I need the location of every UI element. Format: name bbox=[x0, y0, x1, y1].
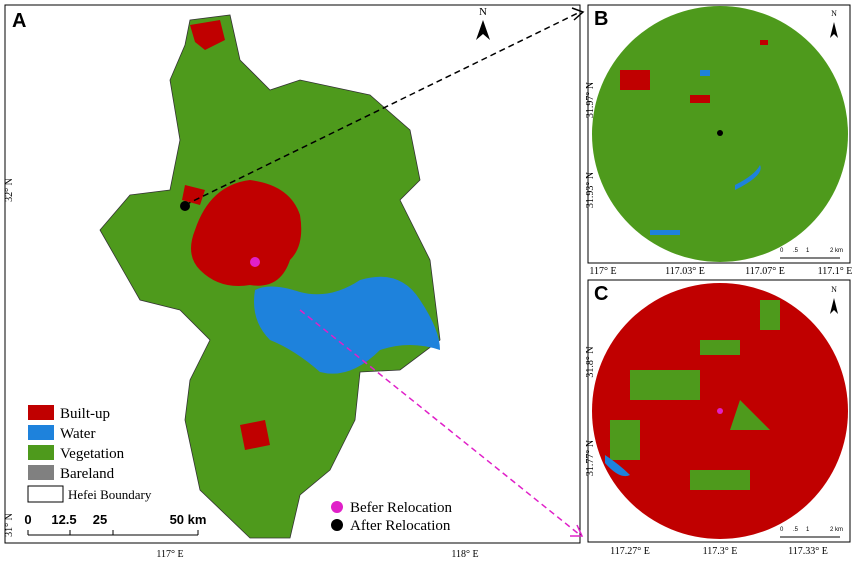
y-axis-label: 31.97° N bbox=[585, 82, 596, 118]
scale-label: 50 km bbox=[170, 512, 207, 527]
scale-label: 0 bbox=[780, 248, 784, 254]
before-point bbox=[717, 408, 723, 414]
y-axis-label: 31.77° N bbox=[585, 440, 596, 476]
north-arrow bbox=[476, 20, 490, 40]
x-axis-label: 117.3° E bbox=[703, 546, 738, 557]
point-label: Befer Relocation bbox=[350, 500, 453, 516]
legend-label: Built-up bbox=[60, 406, 110, 422]
north-arrow bbox=[830, 22, 838, 38]
y-axis-label: 31° N bbox=[4, 513, 15, 537]
before-point bbox=[250, 257, 260, 267]
point-label: After Relocation bbox=[350, 518, 451, 534]
north-label: N bbox=[479, 6, 487, 18]
point-swatch bbox=[331, 501, 343, 513]
after-point bbox=[717, 130, 723, 136]
built-up-patch bbox=[620, 40, 768, 103]
x-axis-label: 117.1° E bbox=[818, 266, 853, 277]
panel-label: A bbox=[12, 10, 26, 32]
scale-bar: 0 12.5 25 50 km bbox=[24, 512, 207, 536]
scale-label: 25 bbox=[93, 512, 107, 527]
y-axis-label: 32° N bbox=[4, 178, 15, 202]
legend: Built-up Water Vegetation Bareland Hefei… bbox=[27, 405, 152, 503]
scale-label: 0 bbox=[780, 527, 784, 533]
scale-line bbox=[27, 530, 199, 536]
scale-label: 2 km bbox=[830, 527, 843, 533]
x-axis-label: 117.03° E bbox=[665, 266, 705, 277]
x-axis-label: 117.33° E bbox=[788, 546, 828, 557]
panel-label: C bbox=[594, 283, 608, 305]
scale-label: .5 bbox=[793, 248, 799, 254]
legend-swatch bbox=[28, 445, 54, 460]
scale-label: 2 km bbox=[830, 248, 843, 254]
legend-label: Water bbox=[60, 426, 95, 442]
legend-swatch bbox=[28, 425, 54, 440]
legend-swatch bbox=[27, 485, 64, 503]
scale-label: 1 bbox=[806, 527, 810, 533]
panel-label: B bbox=[594, 8, 608, 30]
built-up-city bbox=[191, 180, 302, 286]
water-patch bbox=[605, 455, 630, 477]
water-lake bbox=[254, 276, 440, 374]
north-arrow bbox=[830, 298, 838, 314]
vegetation-patch bbox=[610, 300, 780, 490]
arrow-head bbox=[570, 524, 584, 537]
scale-label: .5 bbox=[793, 527, 799, 533]
y-axis-label: 31.93° N bbox=[585, 172, 596, 208]
x-axis-label: 117° E bbox=[156, 549, 183, 560]
north-label: N bbox=[831, 285, 837, 294]
scale-label: 0 bbox=[24, 512, 31, 527]
arrow-head bbox=[571, 7, 585, 21]
legend-label: Hefei Boundary bbox=[68, 487, 152, 502]
x-axis-label: 117.07° E bbox=[745, 266, 785, 277]
x-axis-label: 118° E bbox=[451, 549, 478, 560]
legend-label: Bareland bbox=[60, 466, 115, 482]
y-axis-label: 31.8° N bbox=[585, 346, 596, 377]
callout-arrow bbox=[184, 11, 581, 206]
legend-swatch bbox=[28, 405, 54, 420]
point-swatch bbox=[331, 519, 343, 531]
x-axis-label: 117.27° E bbox=[610, 546, 650, 557]
scale-label: 1 bbox=[806, 248, 810, 254]
scale-label: 12.5 bbox=[51, 512, 76, 527]
x-axis-label: 117° E bbox=[589, 266, 616, 277]
legend-label: Vegetation bbox=[60, 446, 125, 462]
north-label: N bbox=[831, 9, 837, 18]
legend-swatch bbox=[28, 465, 54, 480]
